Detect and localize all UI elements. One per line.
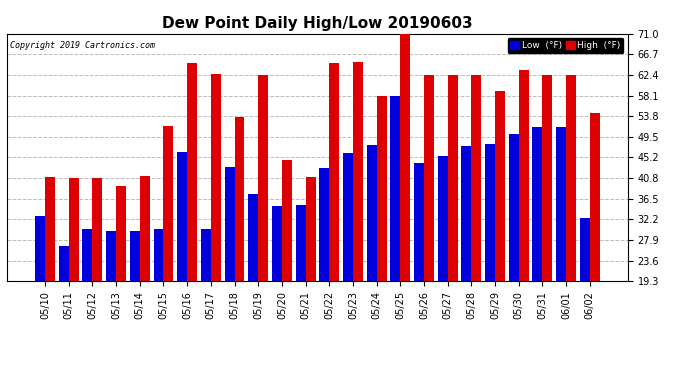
Text: Copyright 2019 Cartronics.com: Copyright 2019 Cartronics.com: [10, 41, 155, 50]
Bar: [391, 96, 400, 374]
Bar: [116, 186, 126, 374]
Bar: [377, 96, 386, 374]
Bar: [542, 75, 552, 374]
Bar: [45, 177, 55, 374]
Bar: [295, 205, 306, 374]
Bar: [462, 146, 471, 374]
Bar: [306, 177, 315, 374]
Bar: [83, 229, 92, 374]
Bar: [509, 134, 519, 374]
Bar: [437, 156, 448, 374]
Bar: [580, 218, 590, 374]
Bar: [366, 145, 377, 374]
Bar: [211, 74, 221, 374]
Bar: [495, 91, 505, 374]
Bar: [471, 75, 481, 374]
Bar: [92, 178, 102, 374]
Bar: [353, 63, 363, 374]
Bar: [130, 231, 140, 374]
Bar: [329, 63, 339, 374]
Bar: [400, 34, 411, 374]
Bar: [533, 127, 542, 374]
Title: Dew Point Daily High/Low 20190603: Dew Point Daily High/Low 20190603: [162, 16, 473, 31]
Bar: [201, 229, 211, 374]
Bar: [414, 164, 424, 374]
Bar: [164, 126, 173, 374]
Bar: [590, 113, 600, 374]
Bar: [485, 144, 495, 374]
Bar: [272, 206, 282, 374]
Bar: [140, 176, 150, 374]
Bar: [235, 117, 244, 374]
Bar: [556, 127, 566, 374]
Bar: [566, 75, 576, 374]
Bar: [106, 231, 116, 374]
Bar: [343, 153, 353, 374]
Bar: [319, 168, 329, 374]
Legend: Low  (°F), High  (°F): Low (°F), High (°F): [508, 38, 623, 53]
Bar: [258, 75, 268, 374]
Bar: [35, 216, 45, 374]
Bar: [519, 70, 529, 374]
Bar: [154, 229, 164, 374]
Bar: [69, 178, 79, 374]
Bar: [187, 63, 197, 374]
Bar: [59, 246, 69, 374]
Bar: [282, 160, 292, 374]
Bar: [224, 167, 235, 374]
Bar: [424, 75, 434, 374]
Bar: [248, 194, 258, 374]
Bar: [448, 75, 457, 374]
Bar: [177, 152, 187, 374]
